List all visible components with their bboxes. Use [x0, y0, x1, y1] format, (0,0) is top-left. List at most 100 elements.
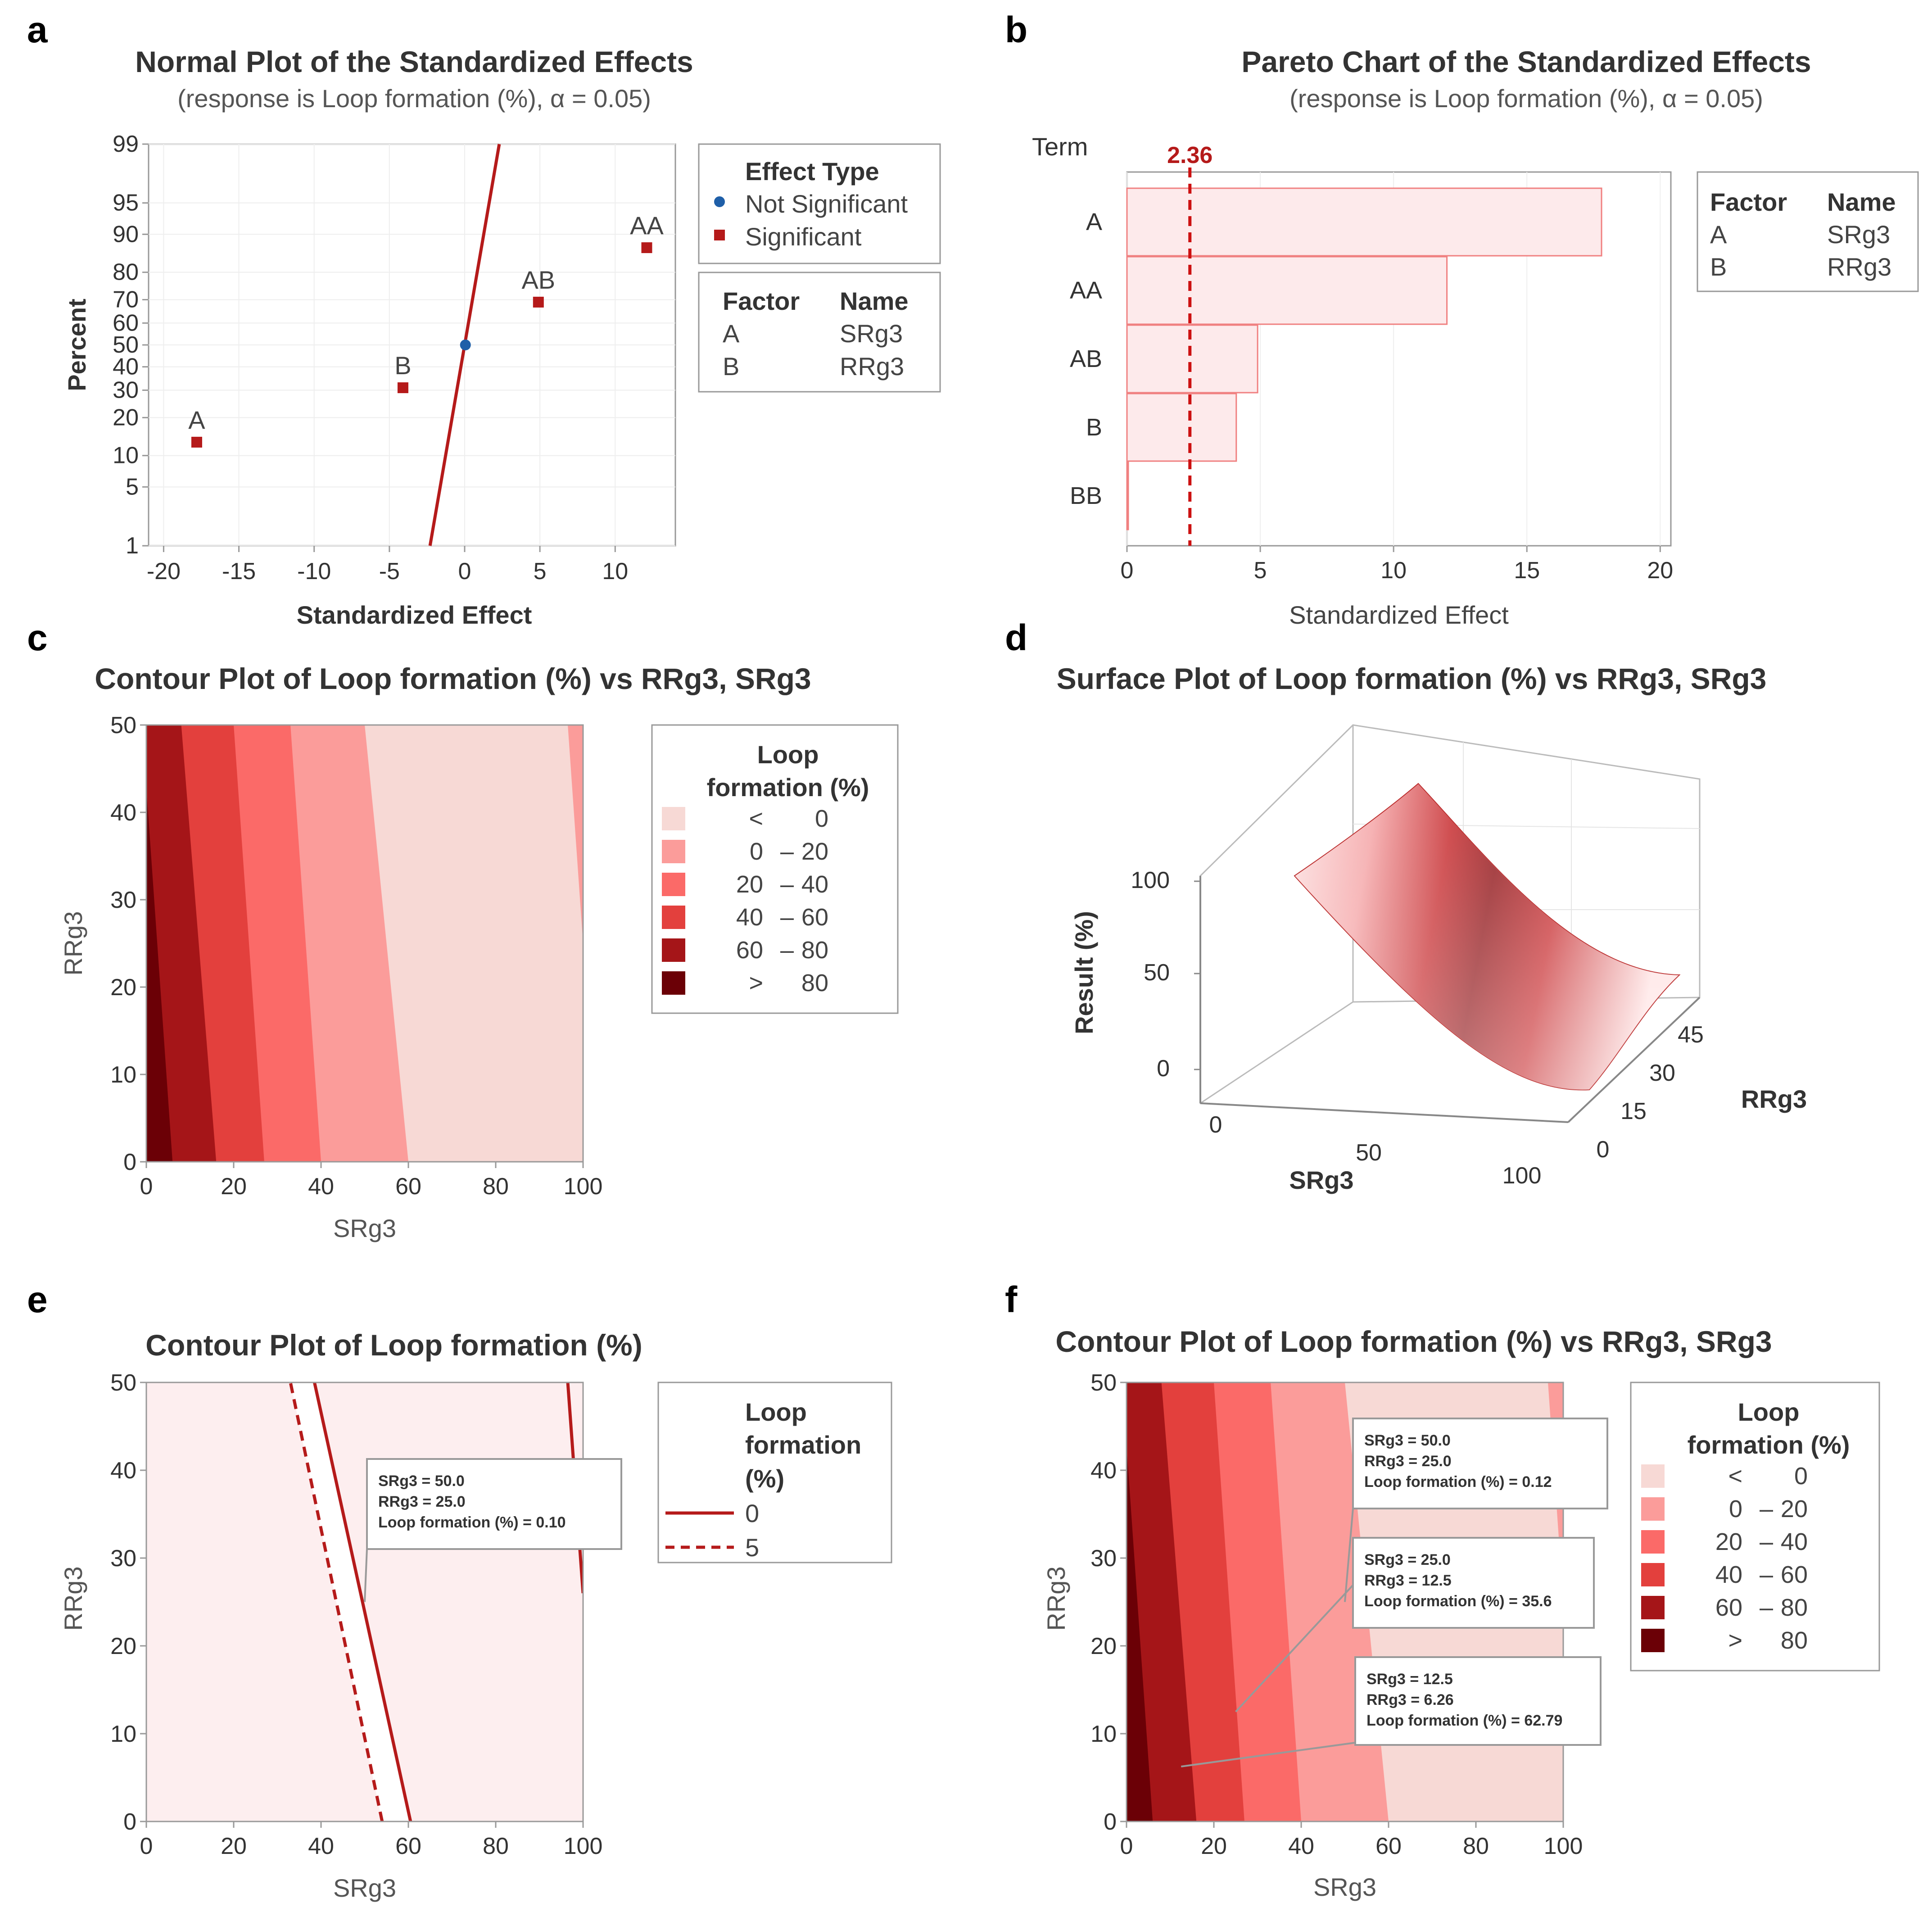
- term-label: A: [1086, 208, 1102, 236]
- tooltip-line: SRg3 = 50.0: [1364, 1432, 1451, 1449]
- y-tick-label: 30: [1090, 1545, 1117, 1572]
- legend-entry-not-significant: Not Significant: [745, 190, 908, 218]
- significant-effect-point: [191, 436, 202, 448]
- x-tick-label: -15: [222, 558, 256, 584]
- x-tick-label: 20: [1647, 557, 1673, 584]
- point-label: B: [394, 351, 411, 380]
- y-axis-label: RRg3: [59, 1566, 87, 1631]
- y-tick-label: 0: [123, 1809, 136, 1835]
- pareto-bar: [1126, 393, 1237, 462]
- legend-swatch: [1641, 1629, 1665, 1652]
- y-tick-label: 50: [1090, 1370, 1117, 1396]
- legend-range-high: 40: [1781, 1528, 1808, 1555]
- name-header: Name: [1827, 188, 1896, 216]
- x-axis-label: SRg3: [1313, 1873, 1376, 1901]
- legend-range-low: 40: [736, 904, 763, 931]
- x-tick-label: 100: [1502, 1163, 1542, 1189]
- legend-range-low: <: [1728, 1463, 1742, 1490]
- legend-range-sep: –: [780, 937, 794, 964]
- legend-range-sep: –: [1760, 1495, 1773, 1522]
- x-tick-label: 100: [564, 1833, 603, 1859]
- contour-title: Contour Plot of Loop formation (%) vs RR…: [95, 662, 811, 695]
- contour-gap: [290, 1382, 411, 1821]
- significant-effect-point: [397, 382, 408, 394]
- factor-table: [1697, 171, 1919, 292]
- legend-title-line2: formation (%): [1688, 1431, 1850, 1459]
- x-tick-label: 50: [1356, 1140, 1382, 1166]
- legend-range-low: 20: [1715, 1528, 1742, 1555]
- y-tick-label: 70: [113, 286, 139, 313]
- legend-range-high: 20: [1781, 1495, 1808, 1522]
- point-label: AB: [521, 266, 555, 294]
- legend-title-line2: formation (%): [707, 773, 869, 802]
- tooltip-line: SRg3 = 12.5: [1366, 1671, 1453, 1688]
- y-tick-label: 1: [126, 533, 139, 559]
- surface-shading: [1294, 784, 1679, 1090]
- x-tick-label: 0: [140, 1173, 153, 1200]
- y-tick-label: 95: [113, 190, 139, 216]
- legend-range-high: 60: [1781, 1561, 1808, 1588]
- x-tick-label: 80: [1463, 1833, 1489, 1859]
- y-tick-label: 5: [126, 474, 139, 500]
- point-label: A: [188, 406, 205, 434]
- y-tick-label: 10: [113, 443, 139, 469]
- legend-range-low: 0: [1729, 1495, 1742, 1522]
- contour-plot-f: Contour Plot of Loop formation (%) vs RR…: [1042, 1325, 1880, 1901]
- y-tick-label: 45: [1678, 1022, 1704, 1048]
- pareto-bar: [1126, 256, 1448, 325]
- tooltip-line: Loop formation (%) = 0.12: [1364, 1473, 1552, 1491]
- x-tick-label: 0: [458, 558, 471, 584]
- y-tick-label: 30: [1649, 1060, 1675, 1086]
- legend-range-low: >: [749, 970, 763, 997]
- tooltip-line: Loop formation (%) = 0.10: [378, 1514, 566, 1531]
- contour-title: Contour Plot of Loop formation (%) vs RR…: [1055, 1325, 1772, 1358]
- legend-range-low: 40: [1715, 1561, 1742, 1588]
- y-axis-label: RRg3: [1741, 1085, 1807, 1113]
- x-tick-label: 15: [1514, 557, 1540, 584]
- z-tick-label: 50: [1144, 960, 1170, 986]
- tooltip-box: [1354, 1656, 1602, 1746]
- normal-plot-subtitle: (response is Loop formation (%), α = 0.0…: [177, 84, 651, 113]
- legend-range-high: 40: [801, 871, 828, 898]
- legend-range-sep: –: [780, 904, 794, 931]
- x-tick-label: 5: [1254, 557, 1267, 584]
- panel-letter-a: a: [27, 9, 48, 50]
- term-label: AA: [1070, 277, 1102, 304]
- pareto-bar: [1126, 187, 1602, 257]
- legend-swatch: [662, 873, 685, 896]
- surface-plot: Surface Plot of Loop formation (%) vs RR…: [1057, 662, 1807, 1194]
- y-tick-label: 20: [110, 974, 136, 1001]
- y-tick-label: 30: [110, 1545, 136, 1572]
- panel-letter-b: b: [1005, 9, 1028, 50]
- tooltip-line: SRg3 = 25.0: [1364, 1551, 1451, 1568]
- normal-plot-title: Normal Plot of the Standardized Effects: [135, 45, 693, 78]
- x-tick-label: 0: [140, 1833, 153, 1859]
- contour-line: [313, 1382, 412, 1821]
- legend-swatch: [662, 807, 685, 830]
- legend-range-sep: –: [780, 871, 794, 898]
- x-tick-label: 80: [483, 1833, 509, 1859]
- y-tick-label: 0: [1104, 1809, 1117, 1835]
- x-tick-label: 60: [1375, 1833, 1402, 1859]
- tooltip-box: [1352, 1537, 1595, 1629]
- normal-plot-chart: Normal Plot of the Standardized Effects …: [63, 45, 941, 629]
- y-axis-label: Term: [1032, 132, 1088, 161]
- x-tick-label: 40: [308, 1173, 334, 1200]
- panel-letter-e: e: [27, 1279, 48, 1320]
- legend-range-high: 60: [801, 904, 828, 931]
- contour-line: [289, 1382, 384, 1821]
- legend-entry-5: 5: [745, 1533, 759, 1562]
- y-tick-label: 50: [110, 712, 136, 738]
- x-axis-label: SRg3: [333, 1214, 396, 1242]
- contour-legend: [657, 1382, 892, 1563]
- legend-title-line1: Loop: [757, 740, 819, 769]
- contour-title: Contour Plot of Loop formation (%): [145, 1328, 642, 1362]
- contour-plot-c: Contour Plot of Loop formation (%) vs RR…: [59, 662, 899, 1242]
- factor-a: A: [1710, 220, 1727, 249]
- y-tick-label: 30: [113, 377, 139, 403]
- effect-type-legend: [698, 143, 941, 264]
- not-significant-effect-point: [460, 340, 471, 350]
- term-label: B: [1086, 414, 1102, 441]
- x-tick-label: -20: [147, 558, 181, 584]
- x-tick-label: -10: [297, 558, 331, 584]
